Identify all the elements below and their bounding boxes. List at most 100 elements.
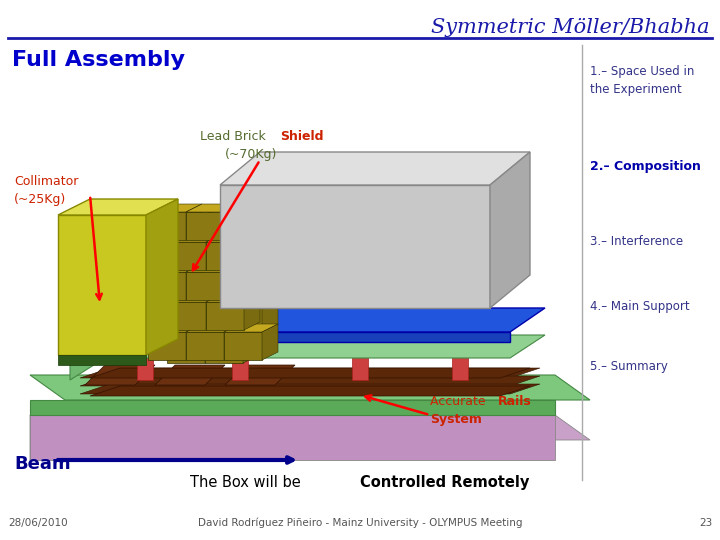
- Polygon shape: [206, 294, 222, 330]
- Polygon shape: [148, 297, 202, 305]
- Polygon shape: [186, 272, 224, 300]
- Text: Full Assembly: Full Assembly: [12, 50, 185, 70]
- Text: 28/06/2010: 28/06/2010: [8, 518, 68, 528]
- Polygon shape: [186, 324, 240, 332]
- Polygon shape: [490, 152, 530, 308]
- Polygon shape: [262, 237, 278, 273]
- Polygon shape: [205, 327, 221, 363]
- Polygon shape: [137, 355, 153, 380]
- Polygon shape: [167, 207, 221, 215]
- Polygon shape: [148, 264, 202, 272]
- Polygon shape: [30, 415, 65, 460]
- Polygon shape: [167, 275, 205, 303]
- Polygon shape: [224, 212, 262, 240]
- Polygon shape: [224, 264, 240, 300]
- Polygon shape: [167, 215, 205, 243]
- Polygon shape: [168, 242, 206, 270]
- Polygon shape: [58, 199, 178, 215]
- Polygon shape: [232, 355, 248, 380]
- Polygon shape: [80, 384, 540, 394]
- Text: 5.– Summary: 5.– Summary: [590, 360, 667, 373]
- Text: 4.– Main Support: 4.– Main Support: [590, 300, 689, 313]
- Text: 23: 23: [698, 518, 712, 528]
- Text: Lead Brick: Lead Brick: [200, 130, 270, 143]
- Polygon shape: [70, 335, 105, 380]
- Polygon shape: [80, 376, 540, 386]
- Polygon shape: [30, 375, 590, 400]
- Polygon shape: [224, 204, 278, 212]
- Polygon shape: [148, 332, 186, 360]
- Polygon shape: [58, 355, 146, 365]
- Polygon shape: [155, 365, 225, 385]
- Polygon shape: [205, 275, 243, 303]
- Polygon shape: [148, 272, 186, 300]
- Polygon shape: [186, 264, 202, 300]
- Text: 2.– Composition: 2.– Composition: [590, 160, 701, 173]
- Polygon shape: [186, 212, 224, 240]
- Polygon shape: [205, 335, 243, 363]
- Text: Beam: Beam: [14, 455, 71, 473]
- Polygon shape: [224, 204, 240, 240]
- Polygon shape: [30, 415, 590, 440]
- Polygon shape: [243, 267, 259, 303]
- Polygon shape: [168, 234, 222, 242]
- Polygon shape: [146, 199, 178, 355]
- Polygon shape: [224, 297, 278, 305]
- Text: Rails: Rails: [498, 395, 532, 408]
- Polygon shape: [70, 335, 545, 358]
- Polygon shape: [220, 152, 530, 185]
- Text: System: System: [430, 413, 482, 426]
- Polygon shape: [186, 237, 202, 273]
- Text: Controlled Remotely: Controlled Remotely: [360, 475, 529, 490]
- Text: The Box will be: The Box will be: [190, 475, 305, 490]
- Polygon shape: [148, 237, 202, 245]
- Polygon shape: [186, 332, 224, 360]
- Text: (~25Kg): (~25Kg): [14, 193, 66, 206]
- Polygon shape: [167, 327, 221, 335]
- Polygon shape: [80, 368, 540, 378]
- Polygon shape: [186, 297, 240, 305]
- Polygon shape: [186, 204, 202, 240]
- Polygon shape: [167, 267, 221, 275]
- Polygon shape: [220, 185, 490, 308]
- Polygon shape: [224, 324, 240, 360]
- Text: 1.– Space Used in
the Experiment: 1.– Space Used in the Experiment: [590, 65, 694, 96]
- Polygon shape: [352, 355, 368, 380]
- Polygon shape: [186, 237, 240, 245]
- Polygon shape: [262, 324, 278, 360]
- Polygon shape: [85, 365, 155, 385]
- Polygon shape: [205, 327, 259, 335]
- Polygon shape: [224, 305, 262, 333]
- Polygon shape: [30, 400, 555, 415]
- Polygon shape: [224, 272, 262, 300]
- Polygon shape: [224, 297, 240, 333]
- Polygon shape: [186, 204, 240, 212]
- Polygon shape: [206, 234, 260, 242]
- Polygon shape: [58, 215, 146, 355]
- Polygon shape: [205, 215, 243, 243]
- Polygon shape: [262, 264, 278, 300]
- Polygon shape: [186, 324, 202, 360]
- Polygon shape: [206, 234, 222, 270]
- Polygon shape: [224, 264, 278, 272]
- Polygon shape: [148, 245, 186, 273]
- Polygon shape: [224, 245, 262, 273]
- Polygon shape: [452, 355, 468, 380]
- Text: Collimator: Collimator: [14, 175, 78, 188]
- Polygon shape: [186, 305, 224, 333]
- Polygon shape: [205, 207, 221, 243]
- Polygon shape: [243, 327, 259, 363]
- Polygon shape: [224, 324, 278, 332]
- Polygon shape: [224, 332, 262, 360]
- Text: Symmetric Möller/Bhabha: Symmetric Möller/Bhabha: [431, 18, 710, 37]
- Polygon shape: [186, 245, 224, 273]
- Polygon shape: [186, 264, 240, 272]
- Polygon shape: [262, 204, 278, 240]
- Polygon shape: [205, 267, 221, 303]
- Text: Accurate: Accurate: [430, 395, 490, 408]
- Polygon shape: [90, 368, 530, 378]
- Polygon shape: [262, 297, 278, 333]
- Text: Shield: Shield: [280, 130, 323, 143]
- Polygon shape: [205, 267, 259, 275]
- Polygon shape: [168, 302, 206, 330]
